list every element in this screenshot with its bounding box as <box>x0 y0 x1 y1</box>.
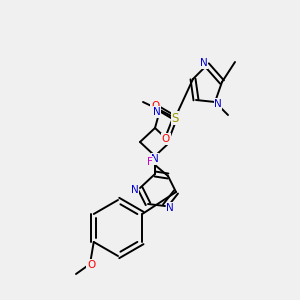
Text: O: O <box>151 101 159 111</box>
Text: N: N <box>214 99 222 109</box>
Text: O: O <box>87 260 95 270</box>
Text: S: S <box>171 112 179 124</box>
Text: O: O <box>162 134 170 144</box>
Text: N: N <box>200 58 208 68</box>
Text: N: N <box>153 107 161 117</box>
Text: N: N <box>131 185 139 195</box>
Text: N: N <box>151 154 159 164</box>
Text: F: F <box>147 157 153 167</box>
Text: N: N <box>166 203 174 213</box>
